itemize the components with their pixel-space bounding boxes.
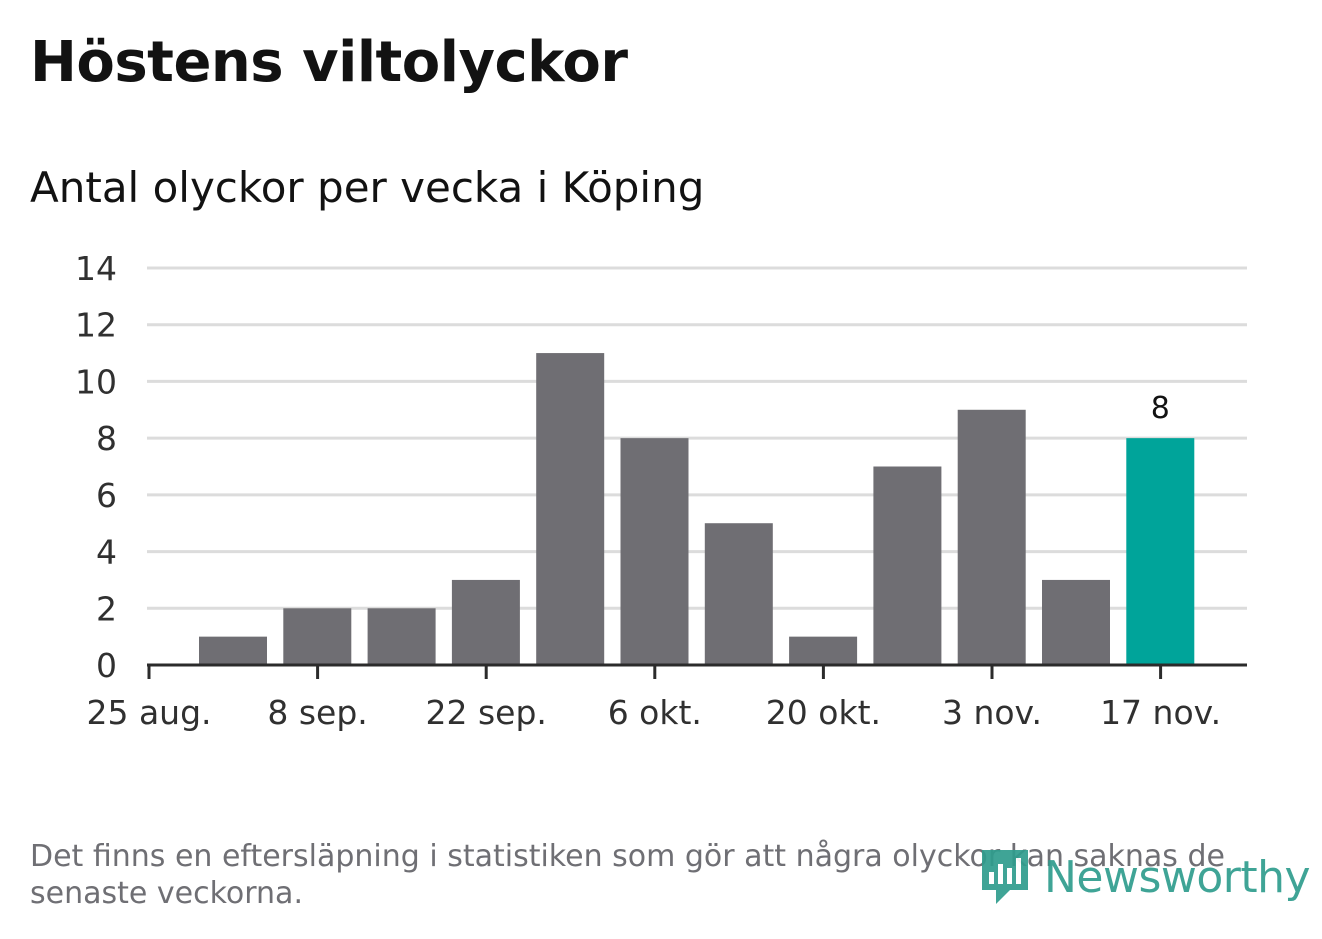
y-tick-label: 8: [96, 419, 117, 458]
y-tick-label: 0: [96, 646, 117, 685]
bar: [283, 608, 352, 665]
chart-subtitle: Antal olyckor per vecka i Köping: [30, 163, 705, 212]
x-axis: [147, 663, 1247, 679]
bar-value-label: 8: [1151, 391, 1170, 426]
grid-lines: [147, 266, 1247, 610]
chart-title: Höstens viltolyckor: [30, 30, 628, 95]
x-tick-label: 8 sep.: [267, 693, 367, 732]
bar: [199, 636, 267, 665]
bar: [451, 579, 520, 665]
bars: [199, 353, 1195, 665]
x-tick-label: 20 okt.: [766, 693, 881, 732]
newsworthy-logo-icon: [982, 850, 1028, 904]
y-tick-label: 12: [75, 306, 117, 345]
bar-chart: 0 2 4 6 8 10 12 14 8 25 aug. 8 sep. 22 sep. 6 okt. 20…: [75, 249, 1247, 732]
bar: [620, 438, 689, 665]
axis-labels: 0 2 4 6 8 10 12 14 8 25 aug. 8 sep. 22 sep. 6 okt. 20…: [75, 249, 1221, 732]
bar: [536, 353, 605, 665]
bar: [704, 523, 773, 665]
x-tick-label: 6 okt.: [608, 693, 702, 732]
y-tick-label: 14: [75, 249, 117, 288]
bar: [789, 636, 858, 665]
y-tick-label: 4: [96, 533, 117, 572]
y-tick-label: 10: [75, 362, 117, 401]
logo-text: Newsworthy: [1044, 851, 1311, 903]
x-tick-label: 3 nov.: [942, 693, 1042, 732]
highlighted-bar: [1126, 438, 1195, 665]
x-tick-label: 22 sep.: [425, 693, 546, 732]
bar: [367, 608, 436, 665]
bar: [1042, 579, 1110, 665]
newsworthy-logo: Newsworthy: [978, 846, 1311, 908]
bar: [873, 466, 942, 665]
x-tick-label: 25 aug.: [86, 693, 211, 732]
y-tick-label: 2: [96, 589, 117, 628]
bar: [957, 409, 1026, 665]
y-tick-label: 6: [96, 476, 117, 515]
x-tick-label: 17 nov.: [1100, 693, 1221, 732]
